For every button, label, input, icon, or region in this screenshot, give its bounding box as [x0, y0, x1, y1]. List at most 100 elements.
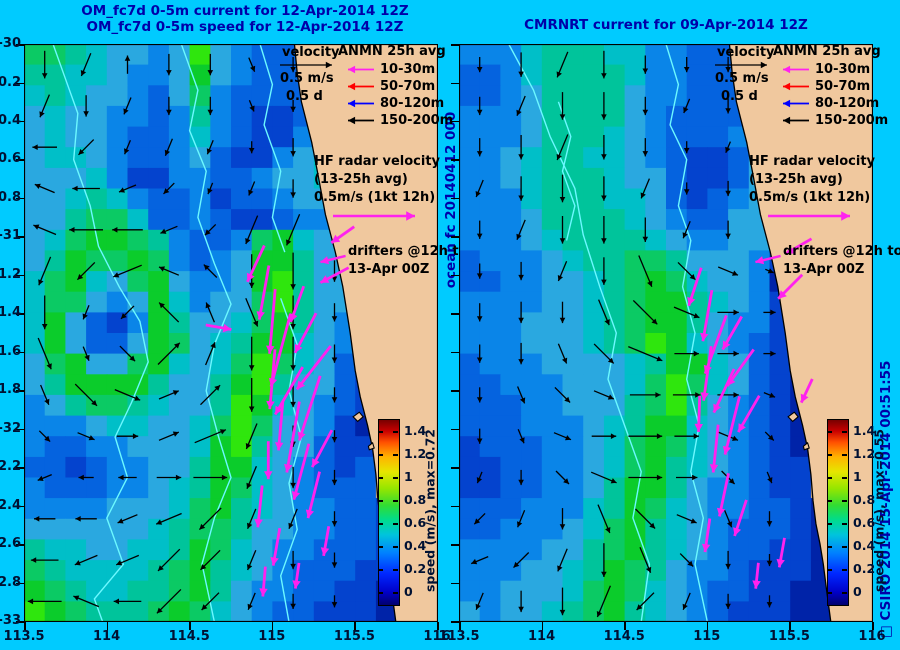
colorbar-tick-label: 0.6 — [853, 515, 876, 530]
anmn-label-10-30m: 10-30m — [380, 62, 436, 77]
velocity-scale-label: velocity — [282, 45, 340, 60]
anmn-label-80-120m: 80-120m — [815, 96, 880, 111]
y-tick-label: 1.2 — [0, 266, 21, 282]
colorbar-left: 1.4 1.2 1 0.8 0.6 0.4 0.2 0 — [378, 419, 498, 629]
y-tick-label: 0.4 — [0, 112, 21, 128]
left-panel-title-line1: OM_fc7d 0-5m current for 12-Apr-2014 12Z — [81, 3, 409, 19]
x-tick — [106, 622, 109, 630]
x-tick-label: 115 — [258, 629, 286, 644]
y-tick — [451, 467, 459, 469]
y-tick — [451, 82, 459, 85]
x-tick-label: 114.5 — [603, 629, 645, 644]
drifters-line1: drifters @12h to — [348, 244, 468, 259]
drifters-line1: drifters @12h to — [783, 244, 900, 259]
anmn-legend-title: ANMN 25h avg — [338, 44, 446, 59]
y-tick — [16, 120, 24, 123]
colorbar-tick-label: 0.6 — [404, 515, 427, 530]
y-tick-label: -31 — [0, 228, 21, 244]
x-tick — [271, 622, 274, 630]
y-tick — [451, 428, 459, 431]
anmn-label-50-70m: 50-70m — [380, 79, 436, 94]
velocity-scale-speed: 0.5 m/s — [715, 71, 769, 86]
y-tick-label: 2.8 — [0, 574, 21, 590]
y-tick — [16, 544, 24, 546]
y-tick — [451, 351, 459, 354]
anmn-label-80-120m: 80-120m — [380, 96, 445, 111]
y-tick — [16, 197, 24, 200]
x-tick-label: 113.5 — [3, 629, 45, 644]
anmn-label-150-200m: 150-200m — [815, 113, 889, 128]
hf-radar-line2: (13-25h avg) — [749, 172, 843, 187]
colorbar-gradient — [378, 419, 400, 606]
drifters-line2: 13-Apr 00Z — [783, 262, 865, 277]
colorbar-label-left: speed (m/s), max=0.72 — [422, 428, 438, 593]
y-tick-label: 0.6 — [0, 151, 21, 167]
anmn-arrow-10-30m-icon — [783, 65, 809, 74]
x-tick-label: 114 — [528, 629, 556, 644]
left-map-canvas — [24, 44, 438, 622]
y-tick — [16, 236, 24, 238]
y-tick — [16, 621, 24, 623]
y-tick — [451, 505, 459, 508]
hf-radar-arrow-icon — [333, 211, 415, 221]
y-tick — [451, 544, 459, 546]
x-tick — [354, 622, 356, 630]
run-id-vertical-text: ocean fc 20140412 000 — [443, 111, 459, 289]
x-tick-label: 114 — [93, 629, 121, 644]
y-tick — [451, 159, 459, 161]
x-tick — [789, 622, 791, 630]
anmn-label-50-70m: 50-70m — [815, 79, 871, 94]
drifters-arrow-icon — [320, 254, 346, 265]
colorbar-label-right: speed (m/s), max=0.55 — [871, 428, 887, 593]
y-tick — [16, 582, 24, 585]
y-tick — [451, 274, 459, 277]
anmn-arrow-50-70m-icon — [783, 82, 809, 91]
left-panel-title-line2: OM_fc7d 0-5m speed for 12-Apr-2014 12Z — [86, 19, 404, 35]
anmn-label-10-30m: 10-30m — [815, 62, 871, 77]
y-tick-label: 2.2 — [0, 459, 21, 475]
colorbar-tick-label: 0.4 — [853, 538, 876, 553]
drifters-arrow-icon — [755, 254, 781, 265]
velocity-scale-speed: 0.5 m/s — [280, 71, 334, 86]
y-tick-label: 0.8 — [0, 189, 21, 205]
y-tick — [16, 313, 24, 315]
y-tick — [451, 582, 459, 585]
x-tick — [459, 622, 461, 630]
x-tick — [872, 622, 874, 630]
y-tick — [16, 428, 24, 431]
x-tick-label: 113.5 — [438, 629, 480, 644]
y-tick-label: -30 — [0, 36, 21, 51]
y-tick — [451, 313, 459, 315]
anmn-arrow-50-70m-icon — [348, 82, 374, 91]
x-tick — [624, 622, 626, 630]
colorbar-tick-label: 0 — [404, 584, 413, 599]
x-tick-label: 116 — [423, 629, 451, 644]
hf-radar-line1: HF radar velocity — [314, 154, 441, 169]
velocity-scale-time: 0.5 d — [721, 89, 758, 104]
y-tick — [16, 505, 24, 508]
colorbar-tick-label: 0 — [853, 584, 862, 599]
x-tick-label: 115 — [693, 629, 721, 644]
anmn-arrow-10-30m-icon — [348, 65, 374, 74]
hf-radar-line1: HF radar velocity — [749, 154, 876, 169]
y-tick-label: 2.4 — [0, 497, 21, 513]
velocity-scale-arrow-icon — [715, 61, 767, 69]
x-tick-label: 114.5 — [168, 629, 210, 644]
hf-radar-line2: (13-25h avg) — [314, 172, 408, 187]
right-map-panel: velocity 0.5 m/s 0.5 d ANMN 25h avg 10-3… — [459, 44, 900, 622]
y-tick — [16, 44, 24, 46]
x-tick — [706, 622, 709, 630]
y-tick — [451, 197, 459, 200]
colorbar-tick-label: 1 — [853, 469, 862, 484]
colorbar-tick-label: 1.4 — [853, 423, 876, 438]
y-tick — [16, 351, 24, 354]
drifters-line2: 13-Apr 00Z — [348, 262, 430, 277]
colorbar-tick-label: 1.2 — [404, 446, 427, 461]
y-tick — [451, 390, 459, 392]
y-tick — [16, 82, 24, 85]
x-tick-label: 115.5 — [333, 629, 375, 644]
anmn-legend-title: ANMN 25h avg — [773, 44, 881, 59]
y-tick — [451, 120, 459, 123]
y-tick-label: -32 — [0, 420, 21, 436]
